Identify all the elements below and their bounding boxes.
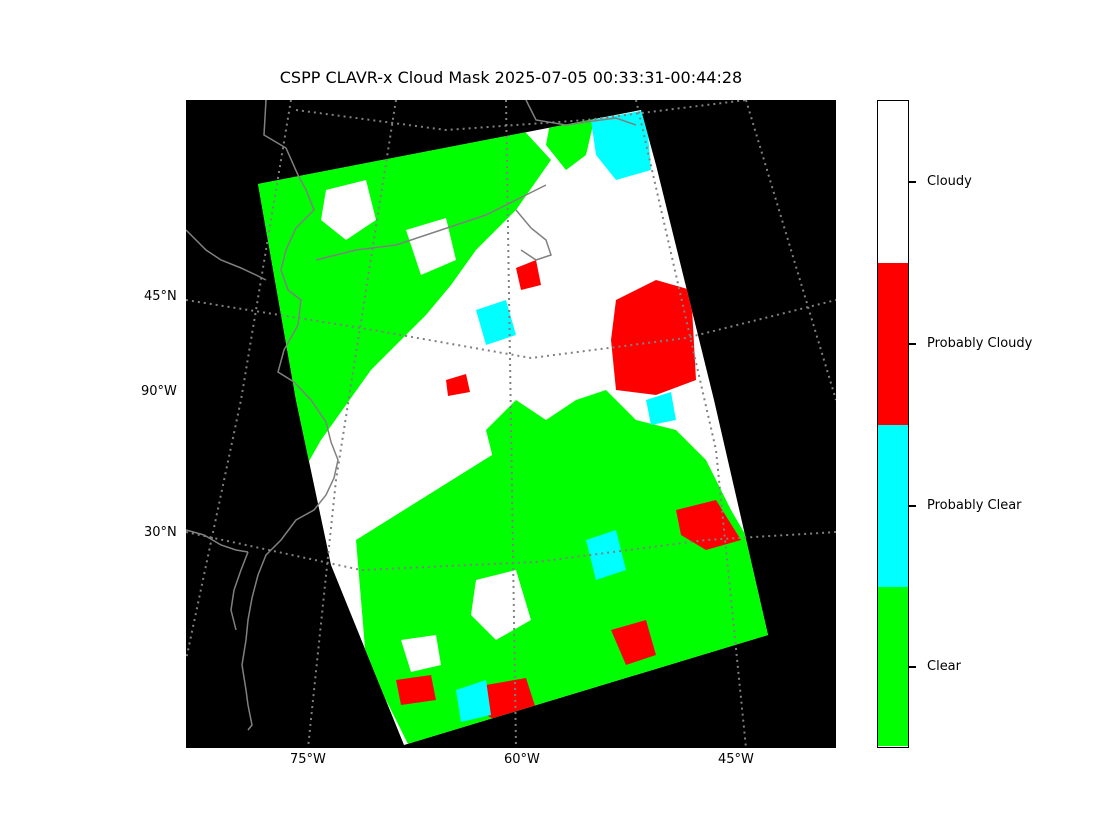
graticule [186, 100, 836, 748]
cloudy-patch-ocean-1 [471, 570, 531, 640]
canada-north-coast [525, 100, 637, 126]
clear-patch-north [546, 112, 596, 170]
great-lakes-coast [186, 229, 267, 281]
clear-region-land [258, 122, 551, 480]
probably-cloudy-patch-4 [611, 620, 656, 665]
colorbar-tick-probably-cloudy [909, 343, 916, 345]
florida-coast [230, 551, 249, 631]
probably-cloudy-patch-3 [676, 500, 741, 550]
probably-cloudy-patch-7 [446, 374, 470, 396]
colorbar-label-probably-clear: Probably Clear [927, 498, 1022, 513]
lon-label-90w: 90°W [141, 384, 177, 399]
colorbar-tick-cloudy [909, 181, 916, 183]
gulf-coastline [186, 529, 249, 553]
probably-clear-patch-4 [456, 680, 491, 722]
colorbar-segment-probably-clear [878, 425, 908, 587]
colorbar-label-probably-cloudy: Probably Cloudy [927, 336, 1033, 351]
probably-clear-patch-2 [476, 300, 516, 345]
meridian-60w [505, 100, 517, 748]
probably-cloudy-patch-1 [611, 280, 696, 395]
meridian-90w [186, 100, 292, 661]
colorbar-segment-clear [878, 587, 908, 746]
figure-title: CSPP CLAVR-x Cloud Mask 2025-07-05 00:33… [279, 68, 743, 87]
probably-clear-patch-5 [646, 392, 676, 425]
lat-label-45n: 45°N [144, 289, 177, 304]
meridian-30w [745, 100, 836, 401]
coastlines [186, 100, 637, 731]
probably-cloudy-patch-5 [396, 675, 436, 705]
meridian-45w [635, 100, 747, 748]
colorbar [877, 100, 909, 748]
lon-label-60w: 60°W [504, 752, 540, 767]
colorbar-tick-probably-clear [909, 505, 916, 507]
colorbar-label-clear: Clear [927, 659, 961, 674]
cloudy-patch-land-1 [321, 180, 376, 240]
lon-label-75w: 75°W [290, 752, 326, 767]
st-lawrence-coast [315, 184, 547, 261]
colorbar-tick-clear [909, 666, 916, 668]
cloudy-patch-ocean-2 [401, 635, 441, 672]
colorbar-segment-cloudy [878, 101, 908, 263]
parallel-45n [186, 299, 836, 360]
probably-clear-patch-1 [591, 110, 651, 180]
cloud-mask-map [186, 100, 836, 748]
meridian-75w [307, 100, 397, 748]
lat-label-30n: 30°N [144, 525, 177, 540]
parallel-60n [295, 100, 747, 132]
map-panel[interactable] [186, 100, 836, 748]
colorbar-segment-probably-cloudy [878, 263, 908, 425]
us-east-coastline [241, 100, 339, 731]
cloudy-patch-land-2 [406, 218, 456, 275]
probably-clear-patch-3 [586, 530, 626, 580]
clear-patch-mid [486, 400, 546, 470]
probably-cloudy-patch-6 [516, 260, 541, 290]
lon-label-45w: 45°W [718, 752, 754, 767]
parallel-30n [186, 531, 836, 572]
colorbar-label-cloudy: Cloudy [927, 174, 972, 189]
maritimes-coast [515, 209, 552, 261]
